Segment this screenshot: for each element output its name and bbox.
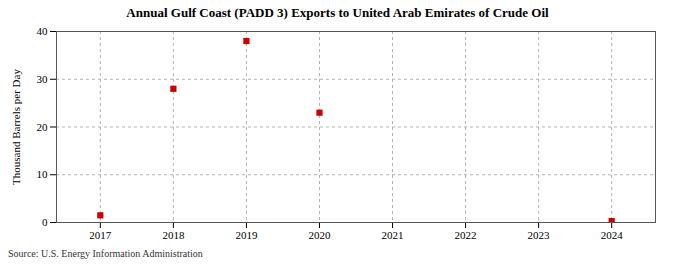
svg-text:2022: 2022 <box>455 229 477 241</box>
svg-text:2019: 2019 <box>235 229 257 241</box>
svg-text:30: 30 <box>37 73 49 85</box>
svg-text:2024: 2024 <box>601 229 624 241</box>
svg-text:0: 0 <box>42 216 48 228</box>
svg-text:40: 40 <box>37 25 49 37</box>
svg-text:2020: 2020 <box>308 229 331 241</box>
html-text:Annual Gulf Coast (PADD 3) Exp: Annual Gulf Coast (PADD 3) Exports to Un… <box>126 5 549 20</box>
svg-text:10: 10 <box>37 168 49 180</box>
svg-text:Thousand Barrels per Day: Thousand Barrels per Day <box>10 69 22 185</box>
svg-text:2018: 2018 <box>162 229 185 241</box>
svg-text:20: 20 <box>37 121 49 133</box>
html-text:Source: U.S. Energy Informatio: Source: U.S. Energy Information Administ… <box>8 248 203 259</box>
svg-text:2017: 2017 <box>89 229 112 241</box>
svg-text:2021: 2021 <box>382 229 404 241</box>
svg-text:2023: 2023 <box>528 229 551 241</box>
